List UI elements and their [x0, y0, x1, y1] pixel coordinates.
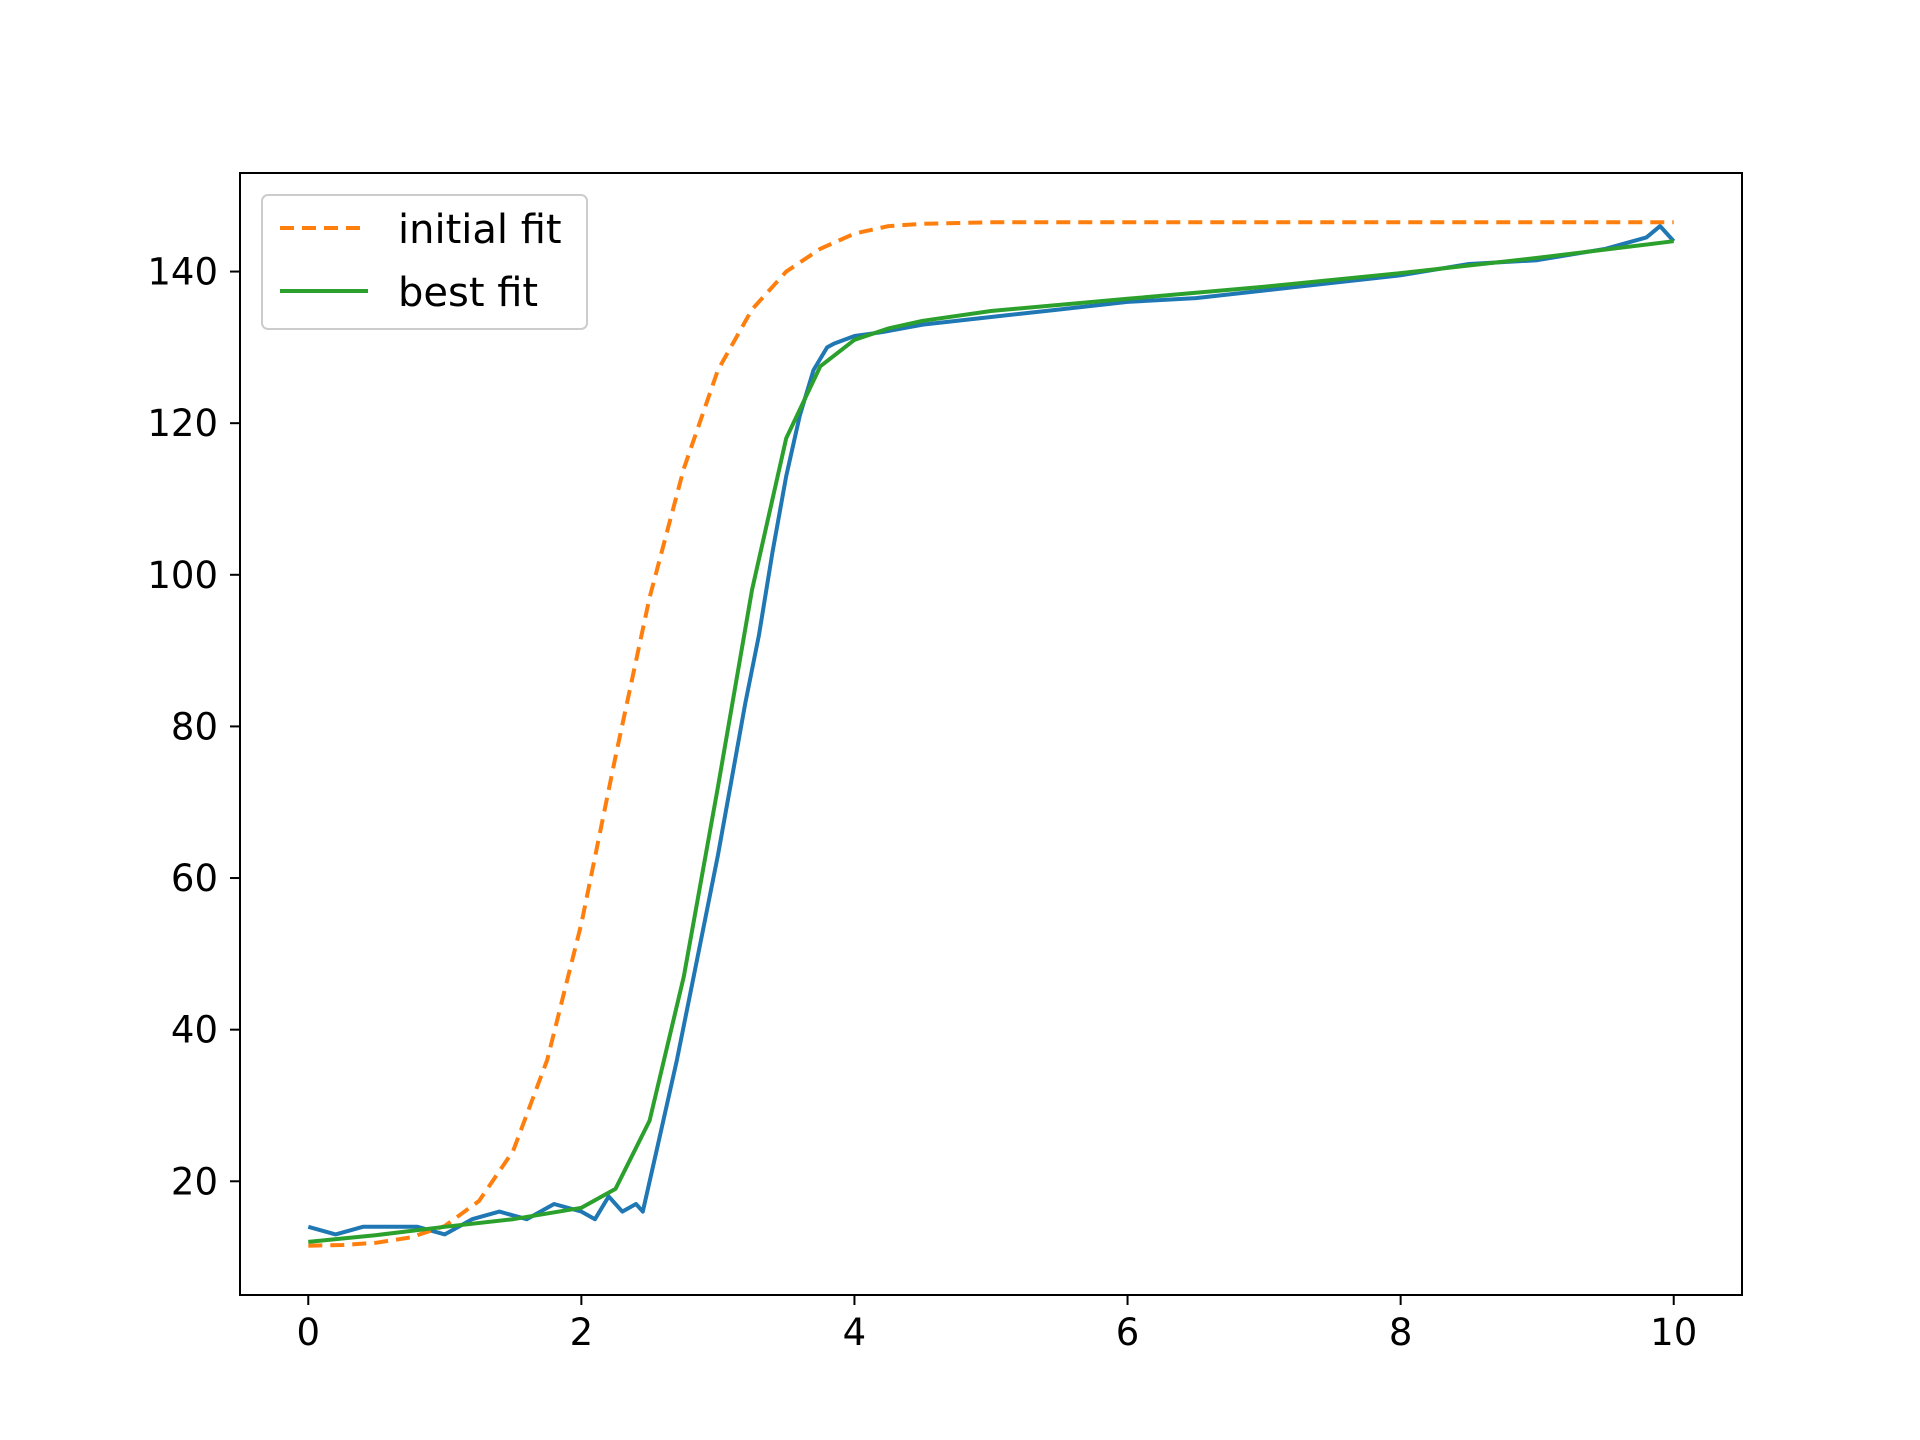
legend-box	[261, 194, 588, 330]
series-layer	[307, 220, 1676, 1248]
legend: initial fit best fit	[261, 194, 588, 330]
y-tick-label: 60	[171, 857, 218, 900]
legend-initial-fit-label: initial fit	[398, 207, 562, 253]
y-tick-label: 140	[147, 251, 218, 294]
y-tick-label: 80	[171, 705, 218, 748]
y-tick-label: 100	[147, 554, 218, 597]
plot-area	[240, 173, 1742, 1295]
data-series-line	[307, 224, 1676, 1237]
x-tick-label: 6	[1116, 1311, 1140, 1354]
x-tick-label: 8	[1389, 1311, 1413, 1354]
x-tick-label: 10	[1650, 1311, 1697, 1354]
x-tick-label: 0	[296, 1311, 320, 1354]
best-fit-line	[308, 239, 1674, 1244]
x-tick-label: 4	[843, 1311, 867, 1354]
legend-best-fit-label: best fit	[398, 270, 538, 316]
x-tick-label: 2	[570, 1311, 594, 1354]
y-tick-label: 20	[171, 1160, 218, 1203]
plot-frame	[239, 172, 1743, 1296]
y-tick-label: 40	[171, 1009, 218, 1052]
axes-layer: 0 2 4 6 8 10 20 40 60 80 100 120 140	[147, 251, 1697, 1354]
y-tick-label: 120	[147, 402, 218, 445]
